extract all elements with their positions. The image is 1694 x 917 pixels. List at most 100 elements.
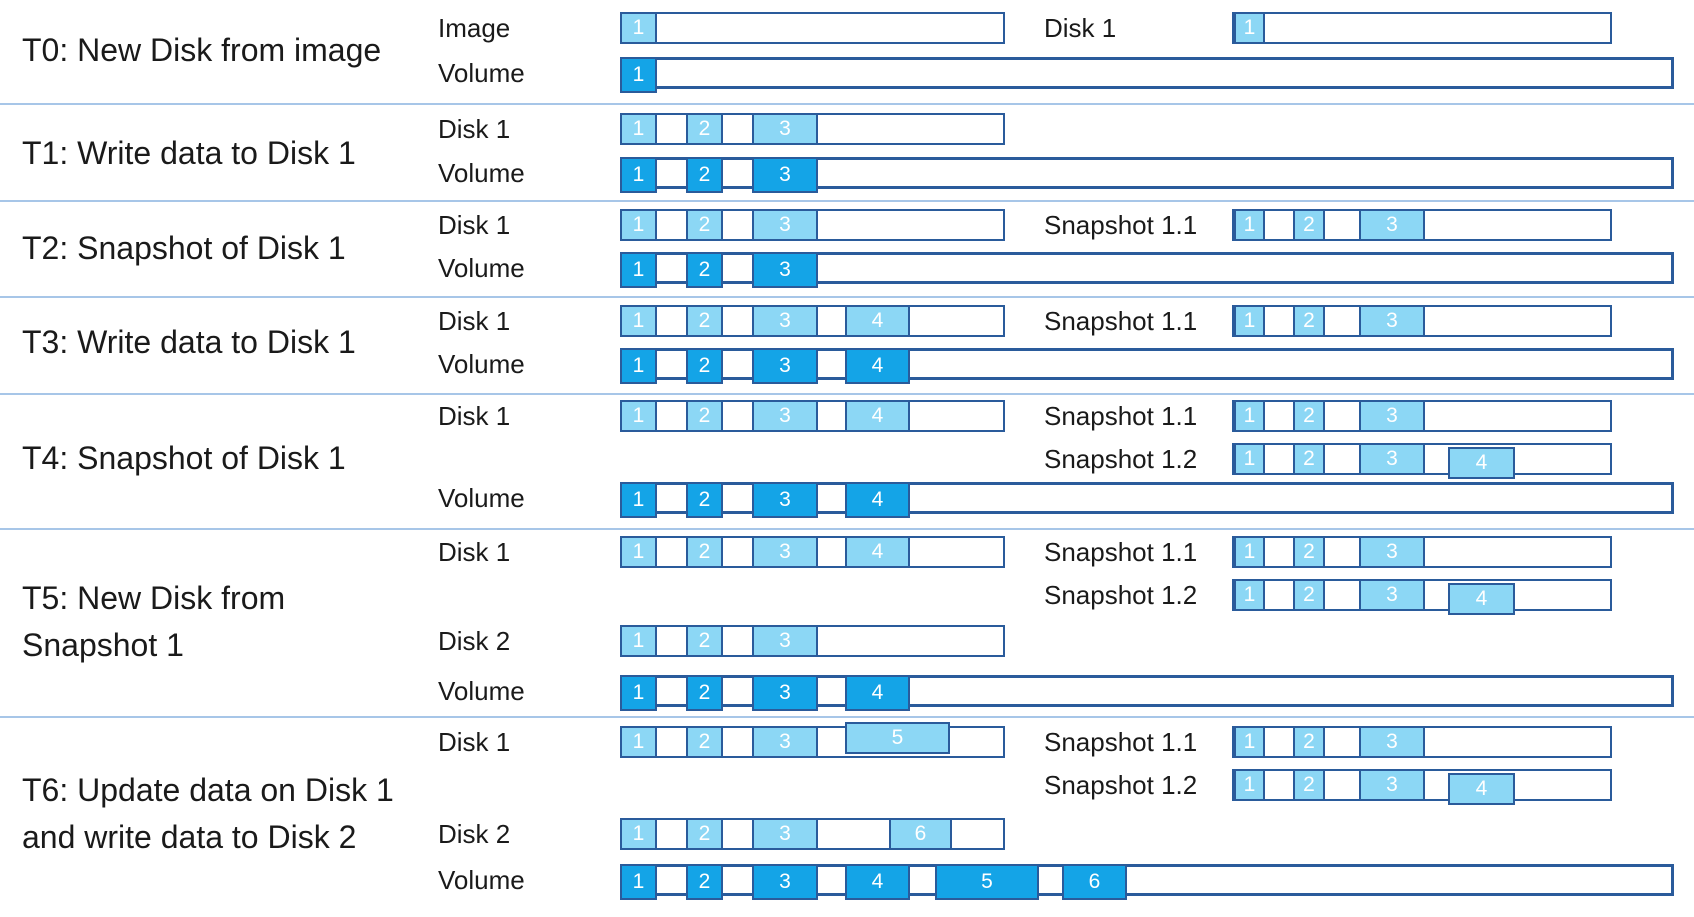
row-label-disk-1: Disk 1 (1044, 13, 1117, 43)
snapshot-bar-outline (1232, 12, 1612, 44)
data-block-1: 1 (1234, 726, 1265, 758)
data-block-3: 3 (752, 209, 818, 241)
data-block-4: 4 (845, 864, 910, 900)
data-block-1: 1 (620, 400, 657, 432)
row-label-volume: Volume (438, 58, 525, 88)
data-block-2: 2 (686, 818, 723, 850)
row-label-snapshot-1.1: Snapshot 1.1 (1044, 537, 1198, 567)
timeline-title-t5: T5: New Disk from Snapshot 1 (22, 575, 285, 669)
snapshot-bar-outline (1232, 579, 1612, 611)
data-block-1: 1 (620, 482, 657, 518)
data-block-3: 3 (1359, 209, 1425, 241)
disk-bar-outline (620, 400, 1005, 432)
data-block-5: 5 (935, 864, 1039, 900)
data-block-2: 2 (1293, 769, 1325, 801)
row-label-disk-1: Disk 1 (438, 306, 511, 336)
data-block-2: 2 (686, 348, 723, 384)
data-block-1: 1 (620, 726, 657, 758)
data-block-1: 1 (620, 12, 657, 44)
snapshot-bar-outline (1232, 769, 1612, 801)
row-label-disk-1: Disk 1 (438, 114, 511, 144)
data-block-3: 3 (752, 864, 818, 900)
data-block-4: 4 (1448, 773, 1515, 805)
data-block-6: 6 (889, 818, 952, 850)
disk-bar: 1 (620, 12, 1005, 44)
row-label-snapshot-1.1: Snapshot 1.1 (1044, 306, 1198, 336)
data-block-2: 2 (686, 864, 723, 900)
timeline-title-line: T2: Snapshot of Disk 1 (22, 230, 346, 266)
data-block-1: 1 (1234, 769, 1265, 801)
volume-bar-outline (620, 482, 1674, 514)
data-block-2: 2 (1293, 579, 1325, 611)
row-label-disk-2: Disk 2 (438, 819, 511, 849)
data-block-4: 4 (845, 400, 910, 432)
data-block-6: 6 (1062, 864, 1127, 900)
volume-bar-outline (620, 348, 1674, 380)
timeline-title-line: T1: Write data to Disk 1 (22, 135, 356, 171)
volume-bar-outline (620, 252, 1674, 284)
data-block-3: 3 (752, 726, 818, 758)
data-block-2: 2 (686, 400, 723, 432)
data-block-2: 2 (686, 157, 723, 193)
row-label-snapshot-1.2: Snapshot 1.2 (1044, 770, 1198, 800)
data-block-1: 1 (620, 348, 657, 384)
row-label-volume: Volume (438, 158, 525, 188)
data-block-3: 3 (1359, 305, 1425, 337)
data-block-2: 2 (1293, 726, 1325, 758)
data-block-1: 1 (1234, 579, 1265, 611)
data-block-2: 2 (1293, 443, 1325, 475)
data-block-2: 2 (686, 482, 723, 518)
data-block-1: 1 (620, 818, 657, 850)
data-block-3: 3 (752, 536, 818, 568)
volume-bar-outline (620, 864, 1674, 896)
row-label-snapshot-1.1: Snapshot 1.1 (1044, 210, 1198, 240)
row-label-volume: Volume (438, 253, 525, 283)
data-block-3: 3 (1359, 579, 1425, 611)
data-block-3: 3 (752, 157, 818, 193)
row-label-disk-1: Disk 1 (438, 401, 511, 431)
data-block-3: 3 (752, 348, 818, 384)
timeline-title-line: T0: New Disk from image (22, 32, 382, 68)
data-block-3: 3 (752, 113, 818, 145)
disk-bar-outline (620, 12, 1005, 44)
data-block-1: 1 (620, 536, 657, 568)
snapshot-bar-outline (1232, 443, 1612, 475)
data-block-3: 3 (752, 482, 818, 518)
timeline-title-t0: T0: New Disk from image (22, 27, 381, 74)
data-block-1: 1 (620, 252, 657, 288)
snapshot-bar-outline (1232, 209, 1612, 241)
section-separator (0, 103, 1694, 105)
data-block-3: 3 (752, 675, 818, 711)
data-block-3: 3 (752, 305, 818, 337)
row-label-volume: Volume (438, 865, 525, 895)
data-block-2: 2 (686, 113, 723, 145)
timeline-title-line: Snapshot 1 (22, 627, 184, 663)
data-block-2: 2 (686, 305, 723, 337)
timeline-title-t2: T2: Snapshot of Disk 1 (22, 225, 346, 272)
data-block-2: 2 (686, 209, 723, 241)
disk-bar-outline (620, 305, 1005, 337)
data-block-4: 4 (845, 536, 910, 568)
timeline-title-line: T3: Write data to Disk 1 (22, 324, 356, 360)
data-block-2: 2 (1293, 400, 1325, 432)
disk-bar-outline (620, 536, 1005, 568)
timeline-title-line: T5: New Disk from (22, 580, 286, 616)
row-label-snapshot-1.1: Snapshot 1.1 (1044, 727, 1198, 757)
row-label-disk-1: Disk 1 (438, 727, 511, 757)
data-block-2: 2 (686, 536, 723, 568)
